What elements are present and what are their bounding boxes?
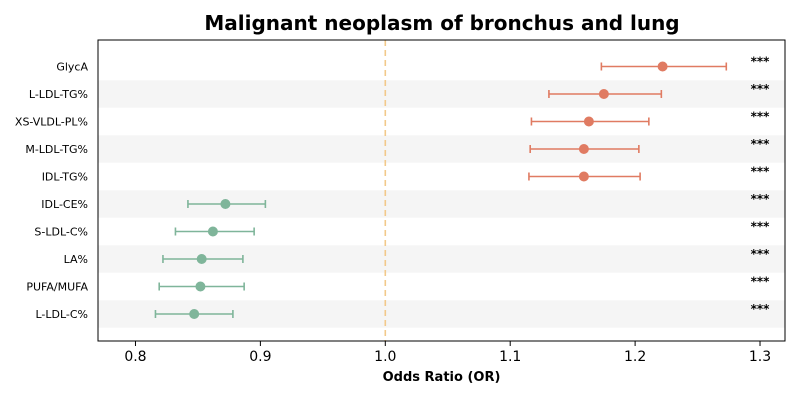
or-point xyxy=(196,254,207,264)
plot-frame xyxy=(97,39,786,342)
significance-label: *** xyxy=(751,55,771,69)
row-label: LA% xyxy=(64,253,88,266)
or-point xyxy=(583,116,594,127)
ci-row xyxy=(162,254,244,264)
row-label: S-LDL-C% xyxy=(34,226,88,239)
significance-label: *** xyxy=(751,192,771,206)
row-label: M-LDL-TG% xyxy=(25,143,88,156)
significance-label: *** xyxy=(751,220,771,234)
row-label: GlycA xyxy=(56,61,88,74)
significance-label: *** xyxy=(751,137,771,151)
significance-label: *** xyxy=(751,82,771,96)
ci-row xyxy=(158,281,245,292)
chart-title: Malignant neoplasm of bronchus and lung xyxy=(204,11,679,35)
x-axis-label: Odds Ratio (OR) xyxy=(383,370,501,385)
or-point xyxy=(189,309,200,319)
ci-row xyxy=(154,309,234,319)
or-point xyxy=(598,89,609,99)
ci-row xyxy=(528,171,641,182)
x-axis: 0.8 0.9 1.0 1.1 1.2 1.3 xyxy=(124,341,771,365)
x-tick-label: 0.8 xyxy=(124,349,146,365)
x-tick-label: 1.0 xyxy=(374,349,396,365)
row-band xyxy=(98,80,785,108)
or-point xyxy=(207,226,218,237)
row-label: L-LDL-C% xyxy=(35,308,88,321)
markers xyxy=(154,61,728,319)
or-point xyxy=(220,199,231,209)
x-tick-label: 1.3 xyxy=(749,349,771,365)
significance-label: *** xyxy=(751,165,771,179)
x-tick-label: 1.1 xyxy=(499,349,521,365)
row-label: XS-VLDL-PL% xyxy=(15,116,88,129)
or-point xyxy=(578,144,589,154)
or-point xyxy=(578,171,589,182)
ci-row xyxy=(600,61,728,72)
significance-label: *** xyxy=(751,247,771,261)
ci-row xyxy=(529,144,640,154)
ci-row xyxy=(548,89,663,99)
x-tick-label: 0.9 xyxy=(249,349,271,365)
ci-row xyxy=(187,199,267,209)
row-band xyxy=(98,135,785,163)
significance-labels: *** *** *** *** *** *** *** *** *** *** xyxy=(751,55,771,317)
x-tick-label: 1.2 xyxy=(624,349,646,365)
row-labels: GlycA L-LDL-TG% XS-VLDL-PL% M-LDL-TG% IDL-TG… xyxy=(15,61,89,322)
or-point xyxy=(657,61,668,72)
row-label: L-LDL-TG% xyxy=(29,88,88,101)
significance-label: *** xyxy=(751,302,771,316)
row-label: IDL-TG% xyxy=(42,171,88,184)
significance-label: *** xyxy=(751,110,771,124)
row-label: IDL-CE% xyxy=(41,198,88,211)
row-label: PUFA/MUFA xyxy=(26,281,88,294)
ci-row xyxy=(530,116,650,127)
or-point xyxy=(195,281,206,292)
ci-row xyxy=(174,226,255,237)
significance-label: *** xyxy=(751,275,771,289)
